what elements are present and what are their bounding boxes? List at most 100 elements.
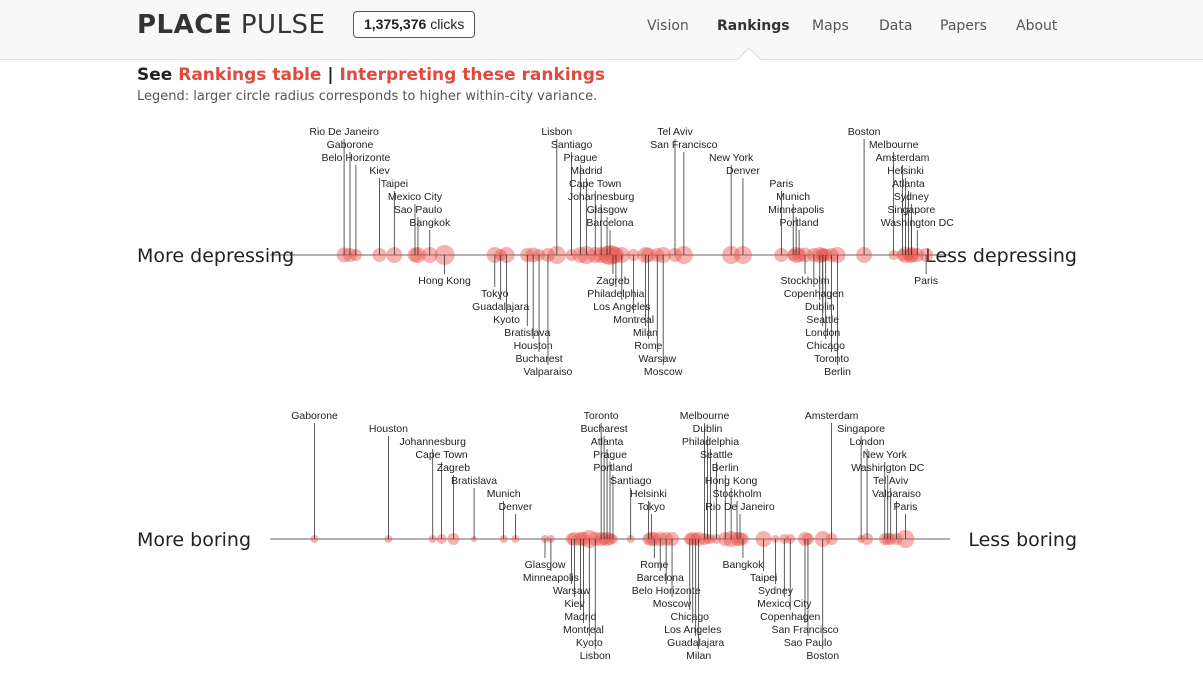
- city-label: Paris: [914, 275, 938, 287]
- city-label: Rio De Janeiro: [309, 126, 379, 138]
- city-label: Denver: [726, 165, 760, 177]
- city-label: Hong Kong: [705, 475, 758, 487]
- city-label: Santiago: [551, 139, 593, 151]
- city-label: Portland: [780, 217, 819, 229]
- legend-text: Legend: larger circle radius corresponds…: [137, 89, 598, 104]
- city-label: Bucharest: [515, 353, 562, 365]
- city-label: Barcelona: [586, 217, 633, 229]
- city-label: Los Angeles: [664, 624, 721, 636]
- city-label: Kiev: [564, 598, 585, 610]
- city-label: Stockholm: [780, 275, 829, 287]
- city-label: Boston: [848, 126, 881, 138]
- city-label: Moscow: [653, 598, 692, 610]
- city-label: Johannesburg: [399, 436, 466, 448]
- city-label: Madrid: [564, 611, 596, 623]
- city-label: Sao Paulo: [394, 204, 443, 216]
- city-label: Kiev: [369, 165, 390, 177]
- city-label: Philadelphia: [587, 288, 644, 300]
- clicks-word: clicks: [430, 16, 465, 32]
- city-label: Munich: [487, 488, 521, 500]
- city-label: London: [805, 327, 840, 339]
- city-label: Toronto: [814, 353, 849, 365]
- city-label: Glasgow: [525, 559, 566, 571]
- city-label: London: [850, 436, 885, 448]
- city-label: Seattle: [700, 449, 733, 461]
- heading-separator: |: [327, 65, 334, 85]
- city-label: Helsinki: [887, 165, 924, 177]
- city-label: Los Angeles: [593, 301, 650, 313]
- nav-rankings[interactable]: Rankings: [717, 18, 790, 34]
- city-label: Singapore: [887, 204, 935, 216]
- city-label: Milan: [633, 327, 658, 339]
- city-label: Denver: [499, 501, 533, 513]
- rankings-heading: See Rankings table | Interpreting these …: [137, 65, 605, 85]
- city-label: Munich: [776, 191, 810, 203]
- city-label: Paris: [769, 178, 793, 190]
- interpreting-rankings-link[interactable]: Interpreting these rankings: [339, 65, 606, 85]
- logo-bold-text: PLACE: [137, 10, 233, 40]
- city-label: Rio De Janeiro: [705, 501, 775, 513]
- city-label: Tel Aviv: [657, 126, 693, 138]
- city-label: Bratislava: [451, 475, 497, 487]
- main-nav: Vision Rankings Maps Data Papers About: [0, 18, 1203, 38]
- nav-papers[interactable]: Papers: [940, 18, 987, 34]
- city-label: Kyoto: [576, 637, 603, 649]
- city-label: Portland: [593, 462, 632, 474]
- city-label: Kyoto: [493, 314, 520, 326]
- city-label: Copenhagen: [784, 288, 844, 300]
- city-label: Mexico City: [757, 598, 812, 610]
- city-label: Hong Kong: [418, 275, 471, 287]
- city-label: Houston: [514, 340, 553, 352]
- city-label: Chicago: [806, 340, 845, 352]
- city-label: Washington DC: [881, 217, 955, 229]
- city-label: New York: [709, 152, 754, 164]
- see-text: See: [137, 65, 173, 85]
- city-label: Gaborone: [291, 410, 338, 422]
- city-label: Mexico City: [388, 191, 443, 203]
- city-label: Milan: [686, 650, 711, 662]
- city-label: Paris: [893, 501, 917, 513]
- clicks-count: 1,375,376: [364, 16, 427, 32]
- city-label: San Francisco: [771, 624, 838, 636]
- city-label: Rome: [640, 559, 668, 571]
- city-label: Barcelona: [637, 572, 684, 584]
- city-label: Amsterdam: [876, 152, 930, 164]
- city-label: Prague: [593, 449, 627, 461]
- city-label: Tokyo: [638, 501, 666, 513]
- city-label: Guadalajara: [667, 637, 724, 649]
- city-label: Santiago: [610, 475, 652, 487]
- top-navbar: PLACE PULSE 1,375,376 clicks Vision Rank…: [0, 0, 1203, 60]
- city-label: Cape Town: [415, 449, 468, 461]
- nav-about[interactable]: About: [1016, 18, 1058, 34]
- city-label: Lisbon: [541, 126, 572, 138]
- nav-vision[interactable]: Vision: [647, 18, 689, 34]
- city-label: Sydney: [758, 585, 794, 597]
- city-label: Montreal: [613, 314, 654, 326]
- site-logo[interactable]: PLACE PULSE: [137, 10, 326, 40]
- city-label: Zagreb: [596, 275, 629, 287]
- city-label: Tokyo: [481, 288, 509, 300]
- nav-maps[interactable]: Maps: [812, 18, 849, 34]
- city-label: Valparaiso: [524, 366, 573, 378]
- city-label: Bangkok: [723, 559, 765, 571]
- city-label: Washington DC: [851, 462, 925, 474]
- city-label: Toronto: [584, 410, 619, 422]
- city-label: Lisbon: [580, 650, 611, 662]
- city-label: Belo Horizonte: [321, 152, 390, 164]
- left-end-label: More depressing: [137, 245, 294, 267]
- city-label: Atlanta: [591, 436, 624, 448]
- rankings-table-link[interactable]: Rankings table: [178, 65, 322, 85]
- city-label: Madrid: [570, 165, 602, 177]
- city-label: Gaborone: [327, 139, 374, 151]
- city-label: Warsaw: [553, 585, 591, 597]
- city-label: Melbourne: [869, 139, 919, 151]
- city-label: Warsaw: [639, 353, 677, 365]
- city-label: Dublin: [805, 301, 835, 313]
- city-label: Chicago: [671, 611, 710, 623]
- active-tab-caret-inner: [737, 49, 761, 61]
- nav-data[interactable]: Data: [879, 18, 913, 34]
- city-label: Glasgow: [587, 204, 628, 216]
